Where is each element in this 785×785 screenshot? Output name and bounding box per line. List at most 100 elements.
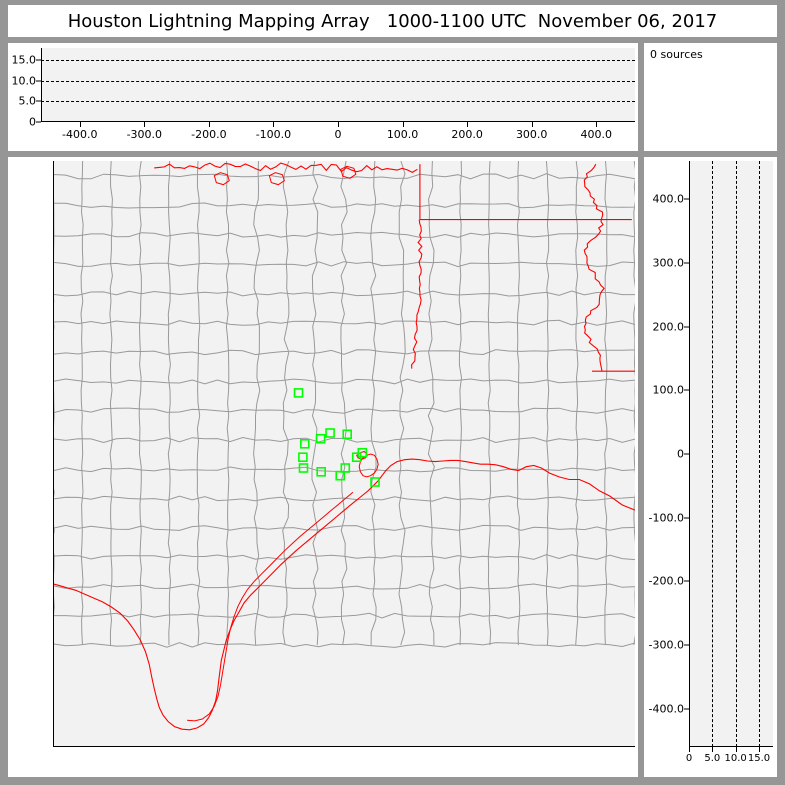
axis-tick-label: -300.0: [648, 638, 684, 652]
plan-view-map-panel: -400.0-300.0-200.0-100.00100.0200.0300.0…: [8, 157, 638, 777]
lma-station-marker: [335, 470, 346, 481]
axis-tick-label: -300.0: [126, 128, 163, 141]
axis-tick-label: 10.0: [11, 74, 37, 88]
axis-tick-label: 15.0: [747, 753, 771, 764]
axis-tick-mark: [79, 122, 81, 127]
axis-tick-label: 0: [677, 447, 684, 461]
lma-station-marker: [300, 438, 310, 449]
boundary-path: [411, 219, 423, 369]
axis-tick-mark: [596, 122, 598, 127]
axis-tick-mark: [467, 122, 469, 127]
axis-tick-mark: [36, 100, 41, 102]
axis-tick-mark: [402, 122, 404, 127]
axis-tick-mark: [684, 708, 689, 710]
axis-tick-mark: [531, 122, 533, 127]
boundary-path: [340, 165, 357, 179]
lma-station-marker: [342, 429, 353, 440]
axis-tick-label: -100.0: [255, 128, 292, 141]
lma-station-marker: [298, 463, 309, 473]
axis-tick-label: -100.0: [648, 511, 684, 525]
altitude-vs-north-panel: -400.0 -300.0 -200.0 -100.0 0 100.0 200.0 300.0…: [644, 157, 777, 777]
county-boundaries: [53, 161, 635, 648]
state-boundaries-and-coastline: [53, 162, 635, 731]
lma-station-marker: [357, 447, 368, 458]
map-y-axis-line: [53, 161, 54, 747]
map-geography: [53, 161, 635, 731]
altitude-vs-north-plot-area[interactable]: -400.0 -300.0 -200.0 -100.0 0 100.0 200.0 300.0…: [649, 161, 773, 764]
axis-tick-label: 100.0: [652, 383, 685, 397]
title-bar: Houston Lightning Mapping Array 1000-110…: [8, 5, 777, 37]
boundary-path: [53, 161, 635, 648]
lma-station-marker: [325, 428, 335, 438]
axis-tick-label: 400.0: [652, 192, 685, 206]
axis-tick-mark: [684, 262, 689, 264]
gridline: [41, 80, 635, 82]
top-y-axis-line: [41, 48, 42, 122]
lma-station-marker: [316, 466, 327, 477]
axis-tick-label: 0: [29, 115, 36, 129]
axis-tick-label: 0: [334, 128, 342, 141]
axis-tick-label: 200.0: [451, 128, 483, 141]
axis-tick-label: 400.0: [580, 128, 613, 141]
right-x-axis-line: [689, 746, 773, 747]
lma-station-marker: [315, 433, 326, 444]
axis-tick-label: -200.0: [191, 128, 227, 141]
boundary-path: [213, 172, 230, 186]
boundary-path: [187, 491, 354, 722]
axis-tick-mark: [36, 121, 41, 123]
axis-tick-mark: [684, 326, 689, 328]
right-y-axis-line: [689, 161, 690, 747]
lma-station-marker: [298, 452, 308, 463]
altitude-vs-east-plot-area[interactable]: 0 5.0 10.0 15.0 -400.0 -300.0 -200.0 -100.0 0 10…: [12, 48, 635, 141]
axis-tick-label: 10.0: [724, 753, 747, 764]
axis-tick-mark: [735, 747, 737, 752]
source-count-label: 0 sources: [650, 48, 703, 61]
gridline: [41, 101, 635, 103]
axis-tick-mark: [759, 747, 760, 752]
axis-tick-label: -400.0: [62, 128, 98, 141]
axis-tick-mark: [36, 80, 41, 82]
gridline: [712, 161, 714, 747]
lma-station-marker: [293, 388, 304, 398]
axis-tick-mark: [689, 747, 690, 752]
axis-tick-label: 15.0: [11, 53, 37, 67]
axis-tick-label: 100.0: [386, 128, 419, 141]
axis-tick-label: 5.0: [704, 753, 721, 764]
lma-station-marker: [370, 477, 380, 487]
axis-tick-mark: [684, 389, 689, 391]
axis-tick-mark: [684, 644, 689, 646]
boundary-path: [154, 162, 418, 174]
lma-station-markers: [293, 388, 380, 487]
axis-tick-mark: [684, 580, 689, 582]
map-x-axis-line: [53, 746, 635, 747]
axis-tick-label: 300.0: [515, 128, 548, 141]
axis-tick-mark: [712, 747, 714, 752]
axis-tick-label: 300.0: [652, 256, 685, 270]
gridline: [41, 60, 635, 62]
lma-station-marker: [340, 463, 351, 473]
gridline: [759, 161, 760, 747]
axis-tick-mark: [36, 59, 41, 61]
top-x-axis-line: [41, 121, 635, 122]
axis-tick-label: -400.0: [648, 702, 684, 716]
axis-tick-mark: [684, 517, 689, 519]
axis-tick-label: 0: [685, 753, 693, 764]
source-count-panel: 0 sources: [644, 43, 777, 151]
axis-tick-label: -200.0: [648, 574, 684, 588]
boundary-path: [583, 163, 605, 372]
page-title: Houston Lightning Mapping Array 1000-110…: [67, 10, 718, 32]
axis-tick-mark: [338, 122, 339, 127]
axis-tick-mark: [208, 122, 210, 127]
axis-tick-mark: [684, 198, 689, 200]
axis-tick-mark: [273, 122, 275, 127]
boundary-path: [268, 172, 285, 186]
altitude-vs-east-panel: 0 5.0 10.0 15.0 -400.0 -300.0 -200.0 -100.0 0 10…: [8, 43, 638, 151]
axis-tick-mark: [684, 453, 689, 455]
boundary-path: [53, 458, 635, 731]
plan-view-map-plot-area[interactable]: -400.0-300.0-200.0-100.00100.0200.0300.0…: [53, 161, 635, 747]
boundary-path: [358, 453, 379, 478]
axis-tick-label: 200.0: [652, 320, 685, 334]
axis-tick-mark: [144, 122, 146, 127]
axis-tick-label: 5.0: [18, 94, 37, 108]
gridline: [735, 161, 737, 747]
